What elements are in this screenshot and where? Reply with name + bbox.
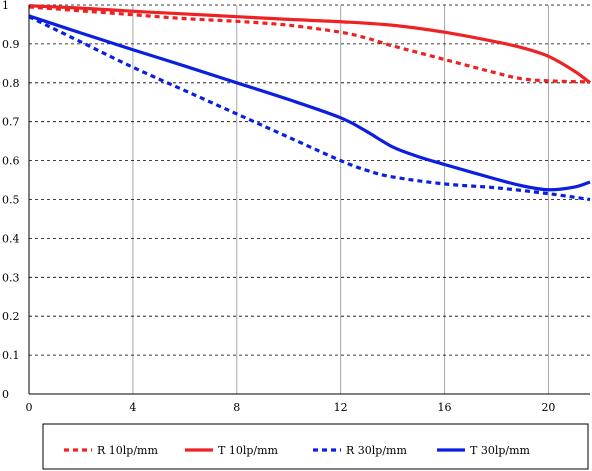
series-line-2 bbox=[28, 15, 591, 202]
y-tick-label: 0 bbox=[2, 388, 9, 401]
y-tick-label: 0.9 bbox=[2, 38, 20, 51]
grid-lines bbox=[29, 4, 590, 394]
legend-label-3: T 30lp/mm bbox=[470, 444, 531, 457]
x-tick-label: 4 bbox=[129, 401, 136, 414]
plot-area bbox=[29, 5, 590, 394]
x-tick-label: 8 bbox=[233, 401, 240, 414]
y-tick-label: 0.7 bbox=[2, 116, 20, 129]
legend: R 10lp/mm T 10lp/mm R 30lp/mm T 30lp/mm bbox=[42, 423, 589, 470]
legend-label-1: T 10lp/mm bbox=[218, 444, 279, 457]
y-tick-label: 0.2 bbox=[2, 310, 20, 323]
x-tick-label: 20 bbox=[541, 401, 555, 414]
y-tick-label: 1 bbox=[2, 0, 9, 12]
x-tick-label: 0 bbox=[26, 401, 33, 414]
series-line-3 bbox=[28, 14, 591, 192]
x-tick-label: 16 bbox=[438, 401, 452, 414]
legend-box bbox=[42, 423, 589, 470]
axes bbox=[28, 5, 590, 395]
tick-labels: 0 4 8 12 16 20 0 0.1 0.2 0.3 0.4 0.5 0.6 0.7 0.8 0.9 1 bbox=[2, 0, 555, 414]
legend-label-2: R 30lp/mm bbox=[346, 444, 407, 457]
y-tick-label: 0.5 bbox=[2, 194, 20, 207]
x-tick-label: 12 bbox=[334, 401, 348, 414]
y-tick-label: 0.1 bbox=[2, 349, 20, 362]
y-tick-label: 0.6 bbox=[2, 155, 20, 168]
y-tick-label: 0.8 bbox=[2, 77, 20, 90]
series-line-1 bbox=[28, 4, 591, 85]
y-tick-label: 0.3 bbox=[2, 271, 20, 284]
series-line-0 bbox=[28, 5, 591, 84]
y-tick-label: 0.4 bbox=[2, 232, 20, 245]
series-lines bbox=[28, 4, 591, 202]
legend-label-0: R 10lp/mm bbox=[97, 444, 158, 457]
